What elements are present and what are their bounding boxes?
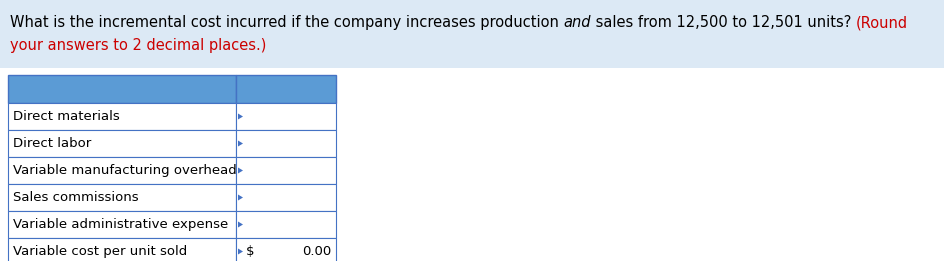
Text: Variable manufacturing overhead: Variable manufacturing overhead xyxy=(13,164,237,177)
Bar xyxy=(236,211,336,238)
Text: Variable cost per unit sold: Variable cost per unit sold xyxy=(13,245,187,258)
Bar xyxy=(8,184,236,211)
Text: What is the incremental cost incurred if the company increases production: What is the incremental cost incurred if… xyxy=(10,15,564,30)
Polygon shape xyxy=(238,248,243,254)
Bar xyxy=(236,184,336,211)
Bar xyxy=(236,75,336,103)
Bar xyxy=(236,238,336,261)
Polygon shape xyxy=(238,114,243,120)
Bar xyxy=(0,0,944,68)
Bar xyxy=(8,75,236,103)
Text: sales from 12,500 to 12,501 units?: sales from 12,500 to 12,501 units? xyxy=(591,15,856,30)
Bar xyxy=(8,211,236,238)
Polygon shape xyxy=(238,194,243,200)
Text: Sales commissions: Sales commissions xyxy=(13,191,139,204)
Polygon shape xyxy=(238,140,243,146)
Text: 0.00: 0.00 xyxy=(302,245,331,258)
Text: (Round: (Round xyxy=(856,15,908,30)
Polygon shape xyxy=(238,222,243,228)
Text: Variable administrative expense: Variable administrative expense xyxy=(13,218,228,231)
Text: $: $ xyxy=(246,245,255,258)
Text: your answers to 2 decimal places.): your answers to 2 decimal places.) xyxy=(10,38,266,53)
Bar xyxy=(236,103,336,130)
Polygon shape xyxy=(238,168,243,174)
Bar xyxy=(8,157,236,184)
Bar xyxy=(8,238,236,261)
Bar xyxy=(236,130,336,157)
Text: and: and xyxy=(564,15,591,30)
Bar xyxy=(8,103,236,130)
Bar xyxy=(236,157,336,184)
Bar xyxy=(8,130,236,157)
Text: Direct labor: Direct labor xyxy=(13,137,92,150)
Text: Direct materials: Direct materials xyxy=(13,110,120,123)
